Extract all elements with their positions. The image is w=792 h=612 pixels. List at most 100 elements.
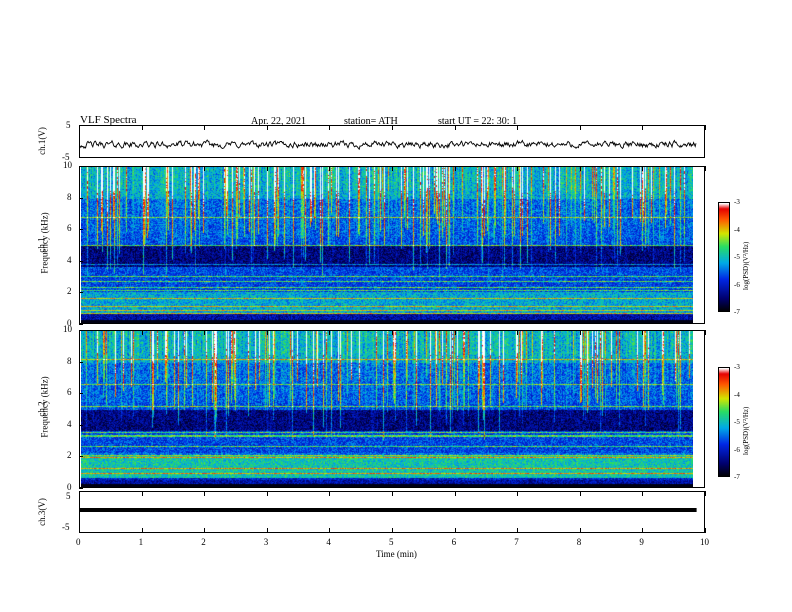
colorbar-tick-label: -3	[734, 363, 740, 371]
ch3-ytick-top: 5	[66, 491, 71, 501]
time-tick-mark	[517, 491, 519, 496]
time-tick-mark	[204, 491, 206, 496]
frequency-tick-mark	[79, 361, 83, 363]
colorbar-tick-label: -7	[734, 308, 740, 316]
ch1-ytick-bottom: -5	[62, 152, 70, 162]
time-tick-mark	[579, 125, 581, 130]
frequency-tick-label: 0	[67, 318, 72, 328]
time-tick-label: 7	[514, 537, 519, 547]
time-tick-mark	[392, 330, 393, 335]
time-tick-mark	[266, 125, 268, 130]
time-tick-mark	[329, 491, 331, 496]
time-tick-mark	[579, 330, 581, 335]
time-tick-label: 0	[76, 537, 81, 547]
frequency-tick-label: 2	[67, 450, 72, 461]
time-tick-mark	[642, 166, 644, 171]
frequency-tick-mark	[79, 197, 83, 199]
time-tick-mark	[642, 491, 644, 496]
time-tick-mark	[266, 528, 268, 533]
frequency-tick-label: 4	[67, 418, 72, 429]
ch2-spectrogram-image	[81, 331, 693, 487]
ch1-ylabel-frequency: Frequency (kHz)	[39, 212, 50, 274]
time-tick-label: 5	[389, 537, 394, 547]
ch1-spectrogram-image	[81, 167, 693, 323]
time-tick-mark	[517, 330, 519, 335]
time-tick-mark	[392, 491, 393, 496]
ch1-ytick-top: 5	[66, 120, 71, 130]
ch1-colorbar	[718, 202, 730, 312]
time-tick-mark	[454, 166, 456, 171]
ch2-ylabel-frequency: Frequency (kHz)	[39, 376, 50, 438]
time-tick-mark	[329, 125, 331, 130]
frequency-tick-mark	[79, 488, 83, 489]
time-tick-mark	[141, 125, 143, 130]
time-tick-mark	[79, 528, 80, 533]
time-tick-mark	[266, 330, 268, 335]
frequency-tick-label: 4	[67, 254, 72, 265]
frequency-tick-label: 8	[67, 355, 72, 366]
time-tick-mark	[266, 166, 268, 171]
colorbar-tick-label: -6	[734, 280, 740, 289]
ch3-waveform-panel	[79, 491, 705, 533]
time-tick-mark	[454, 528, 456, 533]
frequency-tick-label: 0	[67, 482, 72, 492]
time-tick-mark	[204, 166, 206, 171]
frequency-tick-mark	[79, 229, 83, 231]
time-tick-mark	[705, 491, 706, 496]
time-tick-mark	[642, 528, 644, 533]
time-tick-mark	[454, 330, 456, 335]
frequency-tick-mark	[79, 292, 83, 294]
frequency-tick-label: 8	[67, 191, 72, 202]
time-tick-mark	[79, 125, 80, 130]
time-tick-mark	[141, 330, 143, 335]
ch1-waveform-panel	[79, 125, 705, 158]
time-tick-label: 3	[263, 537, 269, 547]
colorbar-tick-label: -3	[734, 198, 740, 206]
time-tick-mark	[392, 528, 393, 533]
time-tick-mark	[392, 166, 393, 171]
ch2-spectrogram-panel	[79, 330, 705, 488]
colorbar-tick-label: -7	[734, 473, 740, 481]
ch3-ylabel: ch.3(V)	[36, 498, 47, 526]
colorbar-tick-label: -6	[734, 445, 740, 454]
time-tick-label: 1	[138, 537, 144, 547]
colorbar-tick-label: -5	[734, 418, 740, 426]
frequency-tick-mark	[79, 166, 83, 167]
time-tick-mark	[579, 528, 581, 533]
ch3-waveform-trace	[80, 508, 697, 512]
time-tick-mark	[266, 491, 268, 496]
time-tick-mark	[579, 166, 581, 171]
time-tick-label: 8	[576, 537, 582, 547]
ch1-waveform-trace	[80, 139, 697, 151]
time-tick-mark	[705, 528, 706, 533]
time-tick-mark	[79, 166, 80, 171]
ch2-colorbar	[718, 367, 730, 477]
time-tick-mark	[517, 166, 519, 171]
ch1-waveform-line	[80, 139, 697, 151]
time-tick-mark	[329, 330, 331, 335]
ch2-colorbar-label: log(PSD)(V²/Hz)	[742, 406, 750, 455]
time-tick-label: 9	[639, 537, 644, 547]
time-tick-mark	[705, 166, 706, 171]
station-label: station= ATH	[344, 116, 398, 127]
time-tick-mark	[79, 491, 80, 496]
time-tick-mark	[454, 491, 456, 496]
time-tick-mark	[79, 330, 80, 335]
time-tick-mark	[454, 125, 456, 130]
time-tick-mark	[329, 528, 331, 533]
time-tick-label: 6	[451, 537, 457, 547]
frequency-tick-label: 10	[63, 324, 72, 334]
time-tick-mark	[642, 125, 644, 130]
frequency-tick-mark	[79, 393, 83, 395]
frequency-tick-mark	[79, 260, 83, 262]
time-tick-label: 2	[201, 537, 206, 547]
time-tick-mark	[204, 330, 206, 335]
colorbar-tick-label: -4	[734, 390, 740, 399]
ch3-ytick-bottom: -5	[62, 522, 70, 532]
time-tick-mark	[141, 166, 143, 171]
time-tick-mark	[517, 528, 519, 533]
time-tick-mark	[204, 528, 206, 533]
frequency-tick-label: 6	[67, 223, 72, 234]
colorbar-tick-label: -5	[734, 253, 740, 261]
time-tick-mark	[642, 330, 644, 335]
